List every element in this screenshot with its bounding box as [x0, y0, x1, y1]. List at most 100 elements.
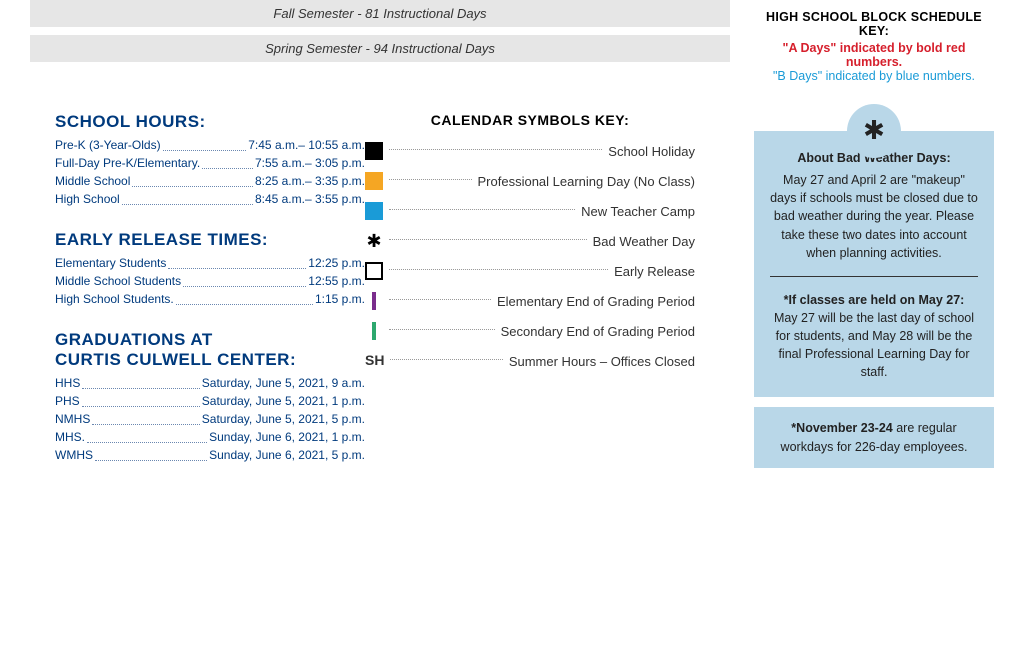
a-days-text: "A Days" indicated by bold red numbers. [754, 41, 994, 69]
symbols-key-row: ✱ Bad Weather Day [365, 232, 695, 250]
row-value: Sunday, June 6, 2021, 5 p.m. [209, 446, 365, 464]
row-label: MHS. [55, 428, 85, 446]
school-hours-title: SCHOOL HOURS: [55, 112, 365, 132]
symbols-key-title: CALENDAR SYMBOLS KEY: [365, 112, 695, 128]
snowflake-icon: ✱ [847, 104, 901, 158]
row-value: Saturday, June 5, 2021, 5 p.m. [202, 410, 365, 428]
right-column: HIGH SCHOOL BLOCK SCHEDULE KEY: "A Days"… [754, 10, 994, 468]
color-swatch [365, 202, 383, 220]
symbols-key-row: Secondary End of Grading Period [365, 322, 695, 340]
row-value: 12:55 p.m. [308, 272, 365, 290]
dots [202, 154, 253, 169]
info-row: MHS. Sunday, June 6, 2021, 1 p.m. [55, 428, 365, 446]
nov-bold: *November 23-24 [791, 421, 892, 435]
row-label: Pre-K (3-Year-Olds) [55, 136, 161, 154]
key-label: Early Release [614, 264, 695, 279]
symbols-key-row: Early Release [365, 262, 695, 280]
outline-swatch [365, 262, 383, 280]
dots [390, 359, 502, 360]
info-row: Middle School Students 12:55 p.m. [55, 272, 365, 290]
key-label: Professional Learning Day (No Class) [478, 174, 695, 189]
info-row: Elementary Students 12:25 p.m. [55, 254, 365, 272]
early-release-block: EARLY RELEASE TIMES: Elementary Students… [55, 230, 365, 308]
bad-weather-heading2: *If classes are held on May 27: [770, 291, 978, 309]
dots [82, 374, 199, 389]
info-row: Full-Day Pre-K/Elementary. 7:55 a.m.– 3:0… [55, 154, 365, 172]
spring-semester-bar: Spring Semester - 94 Instructional Days [30, 35, 730, 62]
purple-tick [372, 292, 376, 310]
dots [389, 269, 608, 270]
row-value: 7:45 a.m.– 10:55 a.m. [248, 136, 365, 154]
row-value: Sunday, June 6, 2021, 1 p.m. [209, 428, 365, 446]
graduations-title-1: GRADUATIONS AT [55, 330, 365, 350]
sh-text-icon: SH [365, 352, 384, 370]
key-label: Bad Weather Day [593, 234, 695, 249]
symbols-key-row: SH Summer Hours – Offices Closed [365, 352, 695, 370]
row-value: 1:15 p.m. [315, 290, 365, 308]
school-hours-block: SCHOOL HOURS: Pre-K (3-Year-Olds) 7:45 a.… [55, 112, 365, 208]
row-value: Saturday, June 5, 2021, 1 p.m. [202, 392, 365, 410]
early-release-title: EARLY RELEASE TIMES: [55, 230, 365, 250]
symbols-key-row: Elementary End of Grading Period [365, 292, 695, 310]
bad-weather-p2: May 27 will be the last day of school fo… [770, 309, 978, 382]
dots [389, 239, 587, 240]
hs-key-title: HIGH SCHOOL BLOCK SCHEDULE KEY: [754, 10, 994, 38]
dots [389, 179, 472, 180]
dots [95, 446, 207, 461]
row-value: 8:25 a.m.– 3:35 p.m. [255, 172, 365, 190]
snowflake-icon: ✱ [365, 232, 383, 250]
dots [92, 410, 199, 425]
info-row: WMHS Sunday, June 6, 2021, 5 p.m. [55, 446, 365, 464]
info-row: HHS Saturday, June 5, 2021, 9 a.m. [55, 374, 365, 392]
key-label: Summer Hours – Offices Closed [509, 354, 695, 369]
row-label: HHS [55, 374, 80, 392]
info-row: High School Students. 1:15 p.m. [55, 290, 365, 308]
dots [389, 299, 491, 300]
dots [389, 209, 575, 210]
info-row: Pre-K (3-Year-Olds) 7:45 a.m.– 10:55 a.m. [55, 136, 365, 154]
row-label: Middle School [55, 172, 130, 190]
row-label: Elementary Students [55, 254, 166, 272]
info-row: PHS Saturday, June 5, 2021, 1 p.m. [55, 392, 365, 410]
row-value: 8:45 a.m.– 3:55 p.m. [255, 190, 365, 208]
dots [132, 172, 253, 187]
symbols-key-column: CALENDAR SYMBOLS KEY: School Holiday Prof… [365, 112, 695, 486]
graduations-block: GRADUATIONS AT CURTIS CULWELL CENTER: HH… [55, 330, 365, 464]
row-label: PHS [55, 392, 80, 410]
dots [183, 272, 306, 287]
left-column: SCHOOL HOURS: Pre-K (3-Year-Olds) 7:45 a.… [30, 112, 365, 486]
row-label: WMHS [55, 446, 93, 464]
dots [168, 254, 306, 269]
key-label: Elementary End of Grading Period [497, 294, 695, 309]
symbols-key-row: School Holiday [365, 142, 695, 160]
dots [82, 392, 200, 407]
row-value: Saturday, June 5, 2021, 9 a.m. [202, 374, 365, 392]
november-note-box: *November 23-24 are regular workdays for… [754, 407, 994, 467]
info-row: NMHS Saturday, June 5, 2021, 5 p.m. [55, 410, 365, 428]
row-label: NMHS [55, 410, 90, 428]
row-label: Full-Day Pre-K/Elementary. [55, 154, 200, 172]
info-row: High School 8:45 a.m.– 3:55 p.m. [55, 190, 365, 208]
row-value: 7:55 a.m.– 3:05 p.m. [255, 154, 365, 172]
key-label: School Holiday [608, 144, 695, 159]
dots [389, 329, 495, 330]
color-swatch [365, 142, 383, 160]
row-label: High School [55, 190, 120, 208]
key-label: New Teacher Camp [581, 204, 695, 219]
divider [770, 276, 978, 277]
green-tick [372, 322, 376, 340]
bad-weather-p1: May 27 and April 2 are "makeup" days if … [770, 171, 978, 262]
row-value: 12:25 p.m. [308, 254, 365, 272]
key-label: Secondary End of Grading Period [501, 324, 695, 339]
row-label: Middle School Students [55, 272, 181, 290]
info-row: Middle School 8:25 a.m.– 3:35 p.m. [55, 172, 365, 190]
dots [87, 428, 207, 443]
symbols-key-row: New Teacher Camp [365, 202, 695, 220]
graduations-title-2: CURTIS CULWELL CENTER: [55, 350, 365, 370]
b-days-text: "B Days" indicated by blue numbers. [754, 69, 994, 83]
dots [122, 190, 253, 205]
dots [176, 290, 313, 305]
bad-weather-box: ✱ About Bad Weather Days: May 27 and Apr… [754, 131, 994, 397]
symbols-key-row: Professional Learning Day (No Class) [365, 172, 695, 190]
row-label: High School Students. [55, 290, 174, 308]
